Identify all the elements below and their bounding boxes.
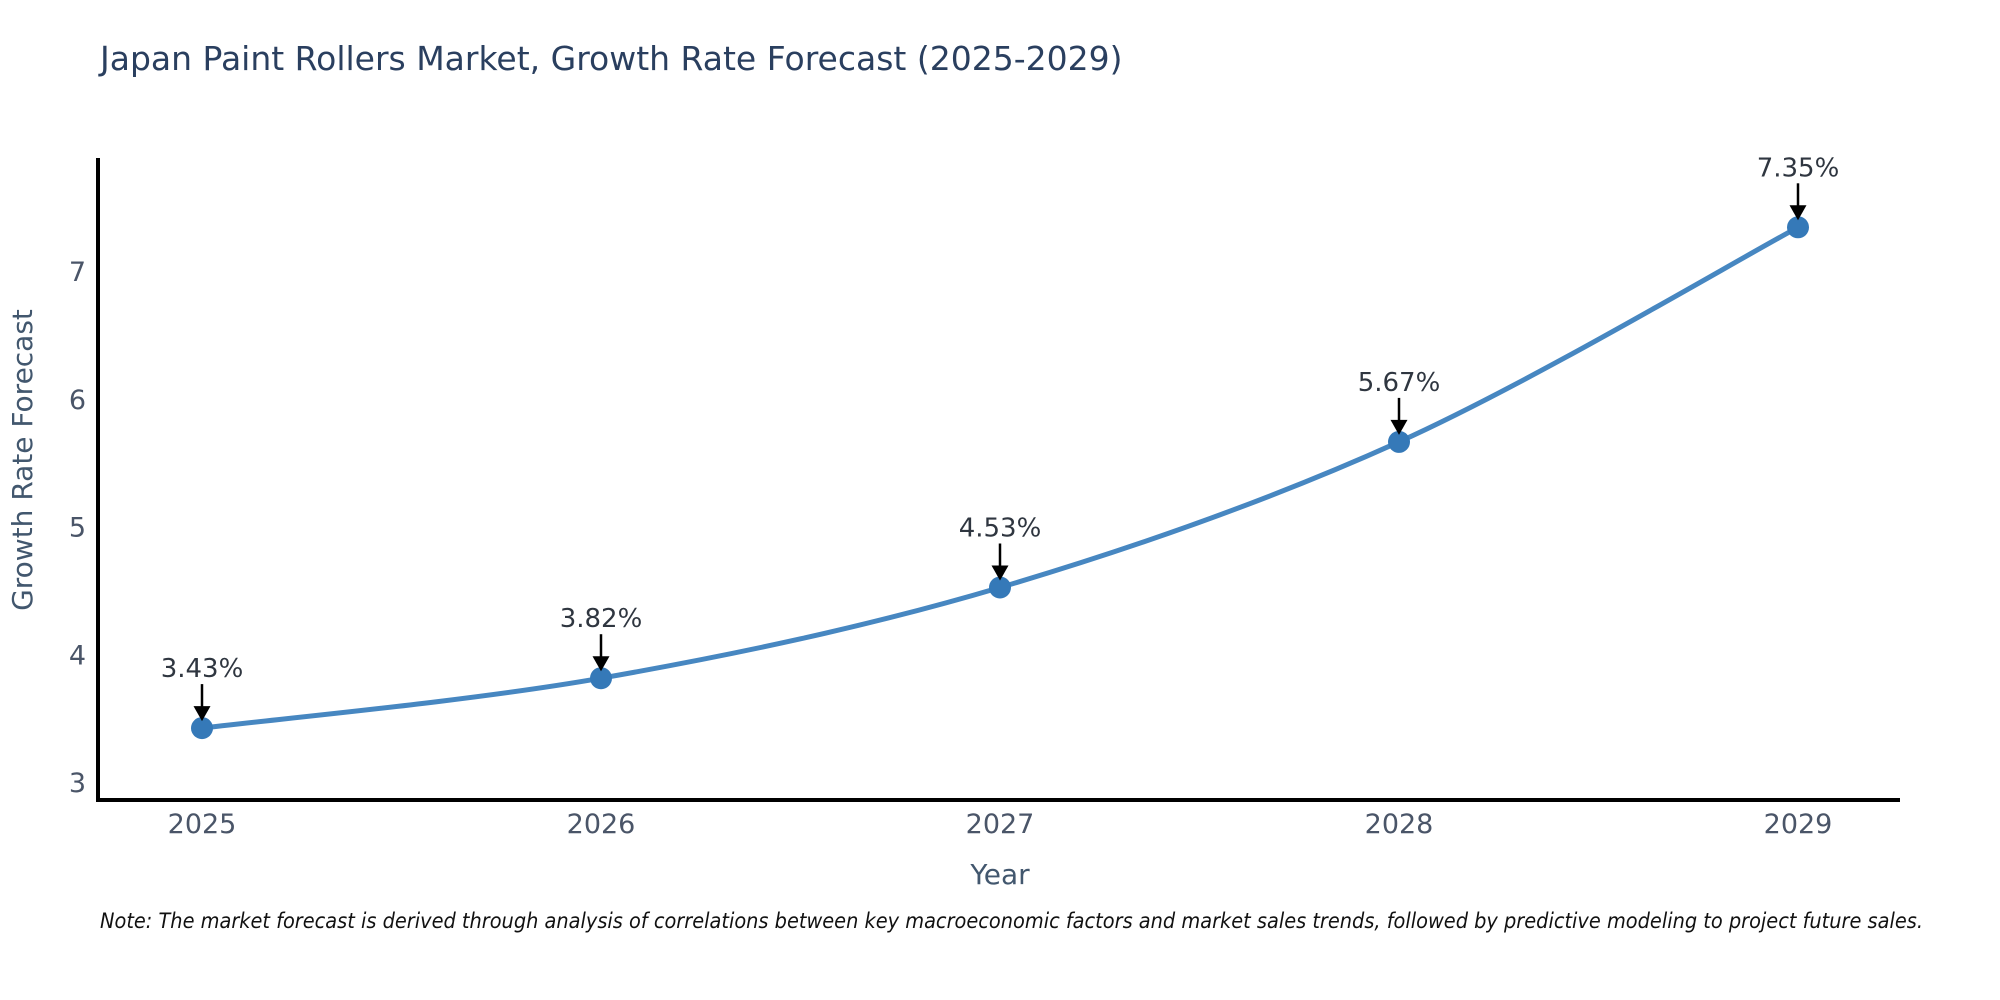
annotation-label: 3.43% bbox=[161, 654, 244, 684]
x-axis-title: Year bbox=[969, 858, 1030, 891]
chart-title: Japan Paint Rollers Market, Growth Rate … bbox=[98, 39, 1122, 78]
y-tick-label: 5 bbox=[69, 513, 86, 544]
y-axis-title: Growth Rate Forecast bbox=[6, 309, 39, 611]
annotation-arrow-head bbox=[193, 706, 211, 722]
data-point-marker bbox=[989, 576, 1011, 599]
x-tick-label: 2027 bbox=[966, 809, 1035, 840]
annotation-arrow-head bbox=[1789, 205, 1807, 221]
annotation-label: 3.82% bbox=[560, 604, 643, 634]
annotation-label: 5.67% bbox=[1358, 368, 1441, 398]
footnote: Note: The market forecast is derived thr… bbox=[100, 909, 1923, 933]
y-tick-label: 3 bbox=[69, 768, 86, 799]
annotation-label: 4.53% bbox=[959, 514, 1042, 544]
plot-area: 3 4 5 6 7 2025 2026 2027 2028 2029 3.43% 3.82% 4.53%… bbox=[69, 153, 1900, 840]
data-point-marker bbox=[1787, 216, 1809, 239]
annotation-arrow-head bbox=[592, 656, 610, 672]
x-tick-label: 2026 bbox=[567, 809, 636, 840]
y-tick-label: 4 bbox=[69, 640, 86, 671]
data-point-marker bbox=[1388, 430, 1410, 453]
y-tick-label: 6 bbox=[69, 385, 86, 416]
data-point-marker bbox=[191, 717, 213, 740]
annotation-arrow-head bbox=[1390, 419, 1408, 435]
x-tick-label: 2028 bbox=[1365, 809, 1434, 840]
annotation-label: 7.35% bbox=[1757, 153, 1840, 183]
annotation-arrow-head bbox=[991, 565, 1009, 581]
x-tick-label: 2025 bbox=[168, 809, 237, 840]
x-tick-label: 2029 bbox=[1764, 809, 1833, 840]
trend-line bbox=[199, 224, 1801, 731]
y-tick-label: 7 bbox=[69, 257, 86, 288]
data-point-marker bbox=[590, 667, 612, 690]
